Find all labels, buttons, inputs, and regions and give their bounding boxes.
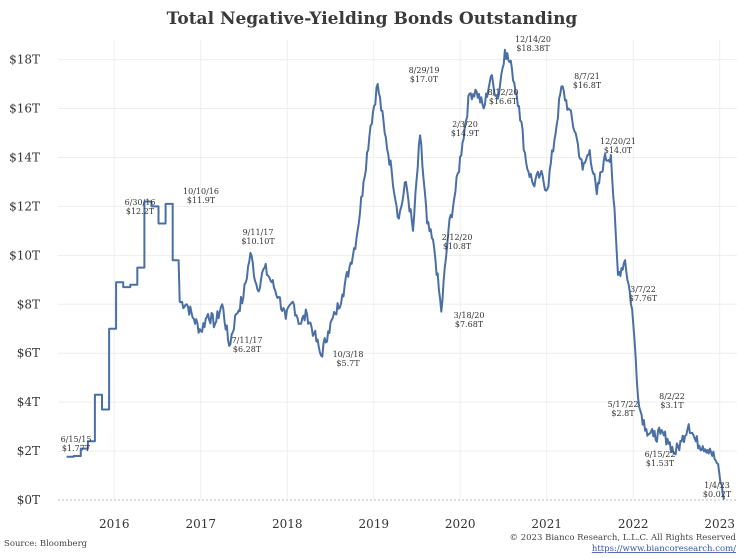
annotation-date: 3/18/20: [454, 311, 485, 320]
annotation-value: $1.77T: [62, 444, 91, 453]
x-tick-label: 2021: [531, 517, 562, 531]
x-tick-label: 2020: [445, 517, 476, 531]
annotation-value: $7.76T: [629, 294, 658, 303]
annotation-date: 10/3/18: [333, 350, 364, 359]
annotation-value: $11.9T: [187, 196, 216, 205]
annotation-value: $3.1T: [660, 401, 684, 410]
annotation-date: 3/7/22: [630, 285, 656, 294]
copyright-note: © 2023 Bianco Research, L.L.C. All Right…: [510, 533, 737, 543]
annotation-value: $0.02T: [703, 490, 732, 499]
series-line: [66, 48, 725, 500]
y-tick-label: $0T: [17, 493, 40, 507]
annotation-date: 12/20/21: [600, 137, 636, 146]
annotation-date: 9/11/17: [243, 228, 274, 237]
x-tick-label: 2016: [99, 517, 130, 531]
x-tick-label: 2017: [185, 517, 216, 531]
annotation-date: 6/15/22: [645, 450, 676, 459]
y-tick-label: $8T: [17, 297, 40, 311]
annotation-value: $10.8T: [443, 242, 472, 251]
annotation-date: 10/10/16: [183, 187, 219, 196]
y-tick-label: $14T: [9, 150, 40, 164]
chart-title: Total Negative-Yielding Bonds Outstandin…: [167, 9, 578, 29]
website-link[interactable]: https://www.biancoresearch.com/: [592, 544, 736, 554]
annotation-value: $12.2T: [126, 207, 155, 216]
y-tick-label: $12T: [9, 199, 40, 213]
annotation-value: $7.68T: [455, 320, 484, 329]
y-tick-label: $6T: [17, 346, 40, 360]
annotation-value: $6.28T: [233, 345, 262, 354]
annotation-value: $14.0T: [604, 146, 633, 155]
y-axis-tick-labels: $0T $2T $4T $6T $8T $10T $12T $14T $16T $18T: [9, 53, 40, 507]
annotation-date: 2/3/20: [452, 120, 478, 129]
annotation-date: 8/29/19: [409, 66, 440, 75]
annotation-value: $2.8T: [611, 409, 635, 418]
y-tick-label: $4T: [17, 395, 40, 409]
x-tick-label: 2019: [358, 517, 389, 531]
annotation-value: $14.9T: [451, 129, 480, 138]
x-tick-label: 2022: [618, 517, 649, 531]
gridlines: [58, 40, 737, 501]
annotation-date: 7/11/17: [232, 336, 263, 345]
y-tick-label: $2T: [17, 444, 40, 458]
annotation-value: $5.7T: [336, 359, 360, 368]
y-tick-label: $18T: [9, 53, 40, 67]
annotation-date: 1/4/23: [704, 481, 730, 490]
data-annotations: 6/15/15$1.77T 6/30/16$12.2T 10/10/16$11.9T…: [61, 35, 732, 499]
y-tick-label: $10T: [9, 248, 40, 262]
annotation-value: $17.0T: [410, 75, 439, 84]
annotation-date: 8/12/20: [488, 88, 519, 97]
annotation-date: 8/2/22: [659, 392, 685, 401]
y-tick-label: $16T: [9, 102, 40, 116]
annotation-value: $16.8T: [573, 81, 602, 90]
annotation-value: $16.6T: [489, 97, 518, 106]
annotation-date: 6/30/16: [125, 198, 156, 207]
x-tick-label: 2023: [704, 517, 735, 531]
annotation-date: 5/17/22: [608, 400, 639, 409]
annotation-value: $1.53T: [646, 459, 675, 468]
source-note: Source: Bloomberg: [4, 539, 88, 549]
annotation-date: 6/15/15: [61, 435, 92, 444]
x-tick-label: 2018: [272, 517, 303, 531]
annotation-value: $10.10T: [241, 237, 275, 246]
annotation-date: 8/7/21: [574, 72, 600, 81]
annotation-date: 12/14/20: [515, 35, 551, 44]
x-axis-tick-labels: 2016 2017 2018 2019 2020 2021 2022 2023: [99, 517, 735, 531]
annotation-date: 2/12/20: [442, 233, 473, 242]
annotation-value: $18.38T: [516, 44, 550, 53]
